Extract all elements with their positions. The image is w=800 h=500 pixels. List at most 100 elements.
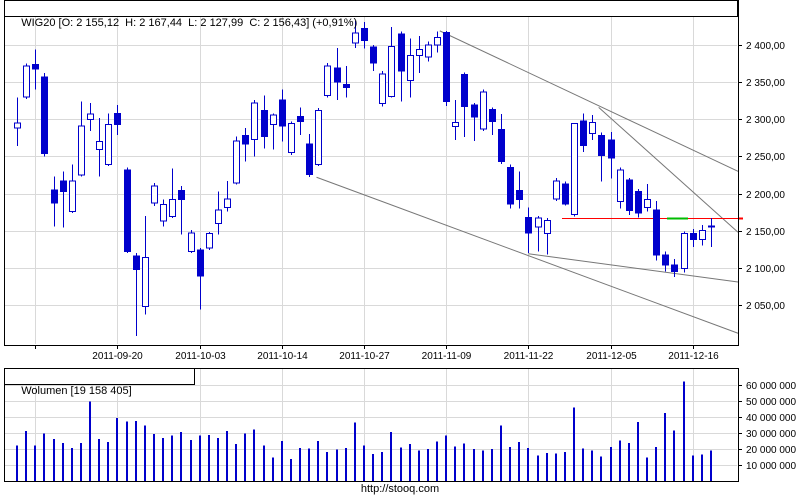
volume-bar <box>628 442 630 481</box>
candle-body <box>160 204 167 222</box>
candle <box>434 31 441 53</box>
candle-body <box>443 31 450 102</box>
candle <box>169 168 176 219</box>
candle <box>544 218 551 255</box>
candle-body <box>41 76 48 154</box>
volume-bar <box>427 449 429 481</box>
candle <box>14 97 21 147</box>
volume-bar <box>226 430 228 481</box>
volume-bar <box>354 422 356 481</box>
candle-body <box>343 83 350 88</box>
volume-bar <box>463 443 465 481</box>
candle <box>51 176 58 227</box>
candle-body <box>288 123 295 154</box>
candle <box>114 105 121 135</box>
gridlines-group <box>5 17 737 480</box>
candle-body <box>370 46 377 64</box>
candle-body <box>416 48 423 56</box>
candle-body <box>51 189 58 204</box>
volume-bar <box>317 441 319 481</box>
price-axis-label: 2 300,00 <box>746 115 785 126</box>
volume-bar <box>180 432 182 481</box>
candle <box>60 171 67 228</box>
candle-body <box>580 120 587 146</box>
candle <box>197 247 204 310</box>
volume-bar <box>400 447 402 481</box>
volume-bar <box>500 425 502 481</box>
candle <box>324 62 331 98</box>
price-axis-label: 2 100,00 <box>746 264 785 275</box>
candle-body <box>151 185 158 204</box>
candle <box>288 121 295 155</box>
candle <box>160 199 167 227</box>
candle-body <box>498 129 505 163</box>
candle-body <box>653 209 660 256</box>
candle-body <box>87 113 94 120</box>
volume-title-text: Wolumen [19 158 405] <box>21 385 132 397</box>
volume-bar <box>655 446 657 481</box>
candle <box>251 99 258 157</box>
candle <box>708 217 715 248</box>
candle-body <box>635 190 642 214</box>
candle-body <box>142 256 149 307</box>
candle <box>133 253 140 337</box>
candle <box>690 229 697 248</box>
candle-body <box>681 233 688 270</box>
candle-body <box>690 233 697 241</box>
volume-bar <box>582 448 584 481</box>
volume-bar <box>199 435 201 481</box>
candle <box>644 183 651 212</box>
volume-panel-border <box>4 368 739 482</box>
volume-panel-title: Wolumen [19 158 405] <box>4 368 195 397</box>
date-axis-label: 2011-10-14 <box>257 351 308 362</box>
volume-bar <box>281 441 283 481</box>
price-axis-label: 2 200,00 <box>746 190 785 201</box>
volume-bar <box>263 445 265 481</box>
candle <box>635 189 642 218</box>
candle-body <box>507 167 514 205</box>
volume-bar <box>299 448 301 481</box>
candle <box>535 215 542 252</box>
candle-body <box>261 109 268 137</box>
candle <box>617 167 624 209</box>
candle-body <box>544 219 551 235</box>
candle <box>580 113 587 152</box>
volume-bar <box>34 445 36 481</box>
price-axis-label: 2 350,00 <box>746 78 785 89</box>
candle-body <box>553 180 560 200</box>
volume-axis-label: 10 000 000 <box>746 461 796 472</box>
candle-body <box>589 121 596 134</box>
candle <box>370 45 377 71</box>
candle <box>671 258 678 277</box>
volume-bar <box>573 407 575 481</box>
volume-bar <box>518 441 520 481</box>
candle <box>653 201 660 261</box>
candle <box>242 128 249 162</box>
volume-bar <box>53 438 55 481</box>
volume-bar <box>664 413 666 481</box>
candle <box>315 108 322 167</box>
volume-bar <box>80 442 82 481</box>
volume-bar <box>208 434 210 481</box>
candle-body <box>480 91 487 130</box>
candle-body <box>224 198 231 209</box>
volume-bar <box>16 445 18 481</box>
candle <box>681 231 688 273</box>
candle-body <box>489 109 496 123</box>
candlesticks-group <box>14 21 715 337</box>
candle <box>142 215 149 315</box>
candle <box>398 31 405 102</box>
candle <box>662 251 669 272</box>
volume-bar <box>153 433 155 481</box>
candle <box>361 21 368 49</box>
volume-axis-label: 60 000 000 <box>746 381 796 392</box>
candle <box>233 136 240 185</box>
price-axis-label: 2 050,00 <box>746 301 785 312</box>
candle-body <box>398 33 405 72</box>
candle-body <box>461 74 468 108</box>
candle <box>379 71 386 107</box>
candle-body <box>471 104 478 118</box>
date-axis-label: 2011-09-20 <box>92 351 143 362</box>
candle <box>178 186 185 235</box>
volume-bar <box>537 455 539 481</box>
